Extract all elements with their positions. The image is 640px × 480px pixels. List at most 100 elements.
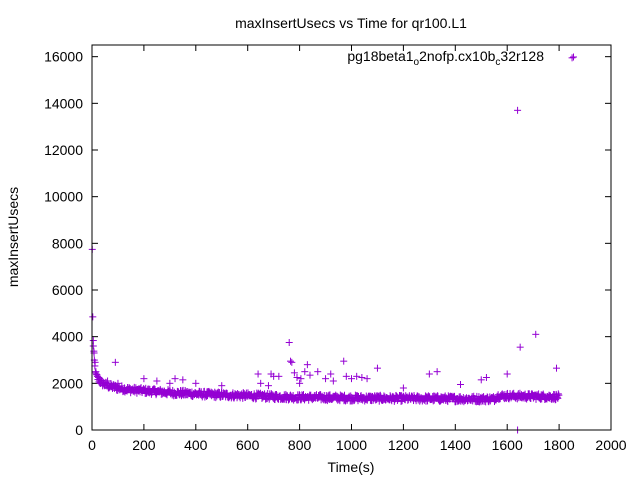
x-tick-label: 2000	[595, 437, 626, 453]
data-point	[477, 376, 485, 384]
data-point	[555, 391, 563, 399]
data-point	[140, 375, 148, 383]
data-point	[303, 361, 311, 369]
legend: pg18beta1o2nofp.cx10bc32r128	[347, 48, 577, 68]
x-tick: 800	[288, 45, 311, 453]
x-tick: 1400	[440, 45, 471, 453]
data-point	[373, 364, 381, 372]
data-point	[390, 397, 398, 405]
x-tick: 1200	[388, 45, 419, 453]
x-tick: 1000	[336, 45, 367, 453]
x-tick: 1800	[544, 45, 575, 453]
data-point	[482, 374, 490, 381]
data-point	[275, 372, 283, 380]
y-tick: 4000	[52, 329, 611, 345]
data-point	[456, 381, 464, 388]
axis-ticks: 0 200 400 600 800 1000 1200 1400 1600 1800 2000 0 20…	[44, 45, 627, 453]
data-point	[179, 376, 187, 384]
data-point	[153, 377, 161, 385]
legend-text: 32r128	[500, 48, 544, 64]
x-tick: 200	[132, 45, 156, 453]
data-point	[91, 358, 99, 366]
data-point	[306, 371, 314, 379]
y-axis-label: maxInsertUsecs	[5, 187, 21, 287]
y-tick: 12000	[44, 142, 611, 158]
data-point	[314, 368, 322, 376]
data-point	[348, 375, 355, 383]
x-tick-label: 600	[236, 437, 260, 453]
data-point	[171, 375, 179, 383]
data-point	[293, 374, 301, 381]
x-tick-label: 0	[88, 437, 96, 453]
y-tick: 6000	[52, 282, 611, 298]
data-point	[399, 384, 407, 392]
data-point	[297, 375, 305, 383]
x-tick: 400	[184, 45, 208, 453]
data-point	[114, 379, 122, 387]
data-point	[296, 379, 304, 387]
legend-text: pg18beta1	[347, 48, 413, 64]
data-point	[358, 374, 366, 381]
y-tick-label: 0	[75, 422, 83, 438]
data-point	[503, 370, 511, 378]
data-points	[88, 54, 576, 434]
data-point	[568, 54, 576, 62]
data-point	[89, 342, 97, 350]
data-point	[301, 368, 309, 376]
data-point	[353, 372, 361, 380]
y-tick-label: 8000	[52, 235, 83, 251]
x-tick-label: 1800	[544, 437, 575, 453]
x-tick-label: 1400	[440, 437, 471, 453]
data-point	[327, 370, 335, 378]
data-point	[192, 379, 200, 387]
data-point	[218, 382, 226, 390]
data-point	[288, 358, 296, 366]
y-tick-label: 6000	[52, 282, 83, 298]
data-point	[363, 375, 371, 383]
legend-subscript: c	[495, 57, 500, 68]
x-tick-label: 1200	[388, 437, 419, 453]
data-point	[342, 372, 350, 380]
y-tick-label: 4000	[52, 329, 83, 345]
data-point	[287, 357, 295, 365]
data-point	[257, 379, 265, 387]
data-point	[264, 382, 272, 390]
legend-marker	[570, 53, 577, 61]
x-axis-label: Time(s)	[328, 459, 375, 475]
data-point	[166, 379, 174, 387]
data-point	[433, 368, 441, 376]
data-point	[104, 377, 112, 385]
data-point	[340, 357, 348, 365]
data-point	[553, 364, 561, 372]
data-point	[111, 358, 119, 366]
data-point	[285, 339, 293, 346]
data-point	[514, 106, 522, 114]
x-tick: 600	[236, 45, 260, 453]
y-tick-label: 16000	[44, 49, 83, 65]
data-point	[254, 370, 262, 378]
y-tick: 10000	[44, 189, 611, 205]
chart-title: maxInsertUsecs vs Time for qr100.L1	[235, 15, 467, 31]
x-tick-label: 200	[132, 437, 156, 453]
data-point	[89, 313, 97, 321]
y-tick-label: 12000	[44, 142, 83, 158]
data-point	[434, 392, 442, 400]
data-point	[329, 377, 337, 385]
data-point	[290, 369, 298, 377]
x-tick-label: 1600	[492, 437, 523, 453]
data-point	[554, 390, 562, 398]
y-tick: 14000	[44, 95, 611, 111]
data-point	[425, 370, 433, 378]
data-point	[532, 330, 540, 338]
data-point	[96, 375, 104, 383]
data-point	[554, 394, 562, 402]
plot-frame	[91, 44, 612, 431]
y-tick: 8000	[52, 235, 611, 251]
data-point	[397, 397, 405, 405]
x-tick-label: 400	[184, 437, 208, 453]
data-point	[322, 375, 330, 383]
x-tick: 1600	[492, 45, 523, 453]
legend-text: 2nofp.cx10b	[419, 48, 495, 64]
y-tick: 16000	[44, 49, 611, 65]
